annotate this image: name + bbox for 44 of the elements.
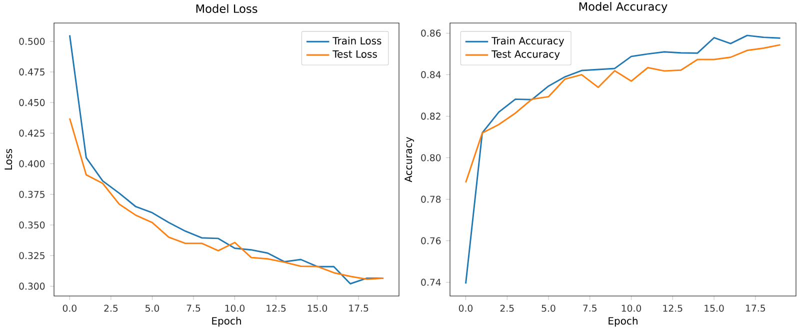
y-tick-label: 0.82 [421,112,440,120]
x-tick-label: 17.5 [349,304,368,312]
y-axis-title: Loss [4,149,12,170]
line-series [68,118,384,280]
y-axis-title: Accuracy [404,136,414,182]
y-tick-label: 0.80 [421,154,441,162]
x-tick-label: 10.0 [622,304,642,312]
chart-title: Model Accuracy [579,2,668,13]
x-tick-label: 5.0 [146,304,160,312]
x-tick-label: 2.5 [104,304,118,312]
x-tick-label: 0.0 [458,304,473,312]
line-series [465,34,781,284]
x-axis-title: Epoch [608,316,638,327]
y-tick-label: 0.86 [421,30,441,37]
y-tick-label: 0.78 [421,196,441,203]
y-tick-label: 0.375 [19,190,44,198]
legend-label: Test Loss [332,50,377,58]
x-axis-title: Epoch [212,316,241,327]
y-tick-label: 0.425 [19,130,44,137]
y-tick-label: 0.74 [421,278,441,286]
y-tick-label: 0.300 [19,282,45,290]
y-tick-label: 0.450 [19,99,45,106]
y-tick-label: 0.475 [19,68,44,76]
x-tick-label: 12.5 [266,304,286,312]
x-tick-label: 0.0 [62,304,76,312]
x-tick-label: 10.0 [225,304,245,312]
x-tick-label: 7.5 [583,304,596,312]
x-tick-label: 7.5 [186,304,200,312]
y-tick-label: 0.84 [421,71,441,78]
x-tick-label: 15.0 [704,304,724,312]
x-tick-label: 5.0 [542,304,556,312]
legend-label: Train Accuracy [492,36,564,46]
x-tick-label: 12.5 [663,304,682,312]
chart-title: Model Loss [196,4,258,13]
y-tick-label: 0.400 [19,160,45,168]
y-tick-label: 0.350 [19,221,45,229]
x-tick-label: 15.0 [308,304,328,312]
y-tick-label: 0.325 [19,252,44,260]
x-tick-label: 17.5 [746,304,766,312]
y-tick-label: 0.500 [19,38,45,45]
y-tick-label: 0.76 [421,237,441,244]
legend-label: Train Loss [332,36,382,45]
legend-label: Test Accuracy [492,50,560,60]
x-tick-label: 2.5 [500,304,514,312]
